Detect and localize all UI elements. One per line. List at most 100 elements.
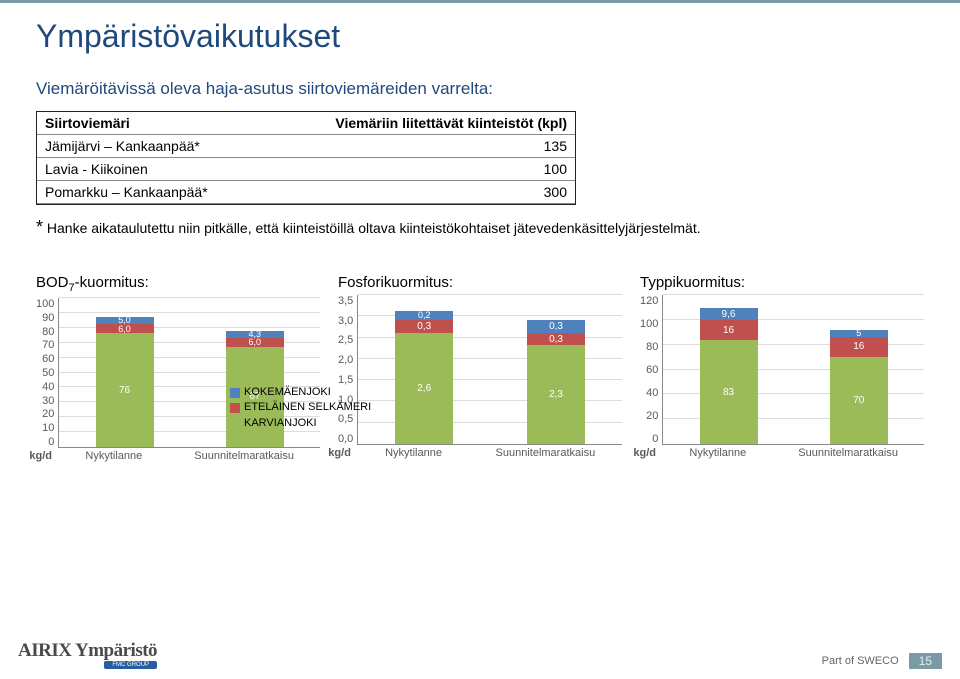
y-tick-label: 90	[36, 312, 54, 324]
y-tick-label: 0,0	[338, 433, 353, 445]
unit-label: kg/d	[328, 447, 351, 459]
x-tick-label: Nykytilanne	[385, 447, 442, 459]
x-labels: Nykytilanne Suunnitelmaratkaisu	[358, 447, 622, 459]
y-tick-label: 100	[36, 298, 54, 310]
bar-segment: 0,2	[395, 311, 453, 320]
x-tick-label: Suunnitelmaratkaisu	[798, 447, 898, 459]
plot-area: 83169,670165kg/dNykytilanneSuunnitelmara…	[662, 295, 924, 445]
y-tick-label: 30	[36, 395, 54, 407]
unit-label: kg/d	[29, 450, 52, 462]
y-tick-label: 60	[640, 364, 658, 376]
bar-column: 2,60,30,2	[366, 311, 482, 444]
legend-label: KARVIANJOKI	[244, 416, 317, 431]
legend-color-box	[230, 388, 240, 398]
bar-segment: 5,0	[96, 317, 154, 325]
content: Ympäristövaikutukset Viemäröitävissä ole…	[0, 0, 960, 468]
bar-column: 766,05,0	[67, 317, 182, 448]
bar-segment: 76	[96, 333, 154, 447]
table-cell-label: Lavia - Kiikoinen	[37, 158, 263, 181]
legend-item: ETELÄINEN SELKÄMERI	[230, 400, 371, 415]
footnote-text: Hanke aikataulutettu niin pitkälle, että…	[43, 220, 701, 236]
bar-segment: 9,6	[700, 308, 758, 320]
bar-segment: 0,3	[527, 333, 585, 346]
page-title: Ympäristövaikutukset	[36, 18, 924, 55]
y-tick-label: 100	[640, 318, 658, 330]
y-tick-label: 10	[36, 422, 54, 434]
y-axis: 020406080100120	[640, 295, 662, 445]
chart-title: Typpikuormitus:	[640, 274, 924, 291]
bar-segment: 6,0	[96, 324, 154, 333]
table-row: Jämijärvi – Kankaanpää*135	[37, 135, 575, 158]
y-tick-label: 20	[640, 410, 658, 422]
y-tick-label: 0	[640, 433, 658, 445]
bar-column: 2,30,30,3	[498, 320, 614, 444]
legend-label: ETELÄINEN SELKÄMERI	[244, 400, 371, 415]
subtitle: Viemäröitävissä oleva haja-asutus siirto…	[36, 79, 924, 99]
legend-label: KOKEMÄENJOKI	[244, 385, 331, 400]
y-axis: 0102030405060708090100	[36, 298, 58, 448]
bar-segment: 2,3	[527, 345, 585, 444]
x-labels: Nykytilanne Suunnitelmaratkaisu	[663, 447, 924, 459]
bar-segment: 5	[830, 330, 888, 336]
table-header-col1: Siirtoviemäri	[37, 112, 263, 135]
part-of-sweco: Part of SWECO	[822, 655, 899, 667]
y-tick-label: 40	[640, 387, 658, 399]
charts-row: BOD7-kuormitus:0102030405060708090100766…	[36, 274, 924, 468]
y-tick-label: 20	[36, 408, 54, 420]
bar-segment: 83	[700, 340, 758, 444]
bar-segment: 0,3	[395, 320, 453, 333]
chart-legend: KOKEMÄENJOKIETELÄINEN SELKÄMERIKARVIANJO…	[230, 385, 371, 431]
y-tick-label: 80	[36, 326, 54, 338]
x-tick-label: Suunnitelmaratkaisu	[194, 450, 294, 462]
bar-segment: 0,3	[527, 320, 585, 333]
y-tick-label: 120	[640, 295, 658, 307]
y-tick-label: 0	[36, 436, 54, 448]
bars-container: 2,60,30,22,30,30,3	[358, 295, 622, 444]
chart-area: 02040608010012083169,670165kg/dNykytilan…	[640, 295, 924, 465]
chart-block: BOD7-kuormitus:0102030405060708090100766…	[36, 274, 320, 468]
bar-segment: 2,6	[395, 333, 453, 444]
y-tick-label: 2,5	[338, 334, 353, 346]
top-border	[0, 0, 960, 3]
x-tick-label: Suunnitelmaratkaisu	[496, 447, 596, 459]
chart-area: 0,00,51,01,52,02,53,03,52,60,30,22,30,30…	[338, 295, 622, 465]
chart-title: Fosforikuormitus:	[338, 274, 622, 291]
legend-item: KOKEMÄENJOKI	[230, 385, 371, 400]
y-tick-label: 40	[36, 381, 54, 393]
table-row: Lavia - Kiikoinen100	[37, 158, 575, 181]
plot-area: 2,60,30,22,30,30,3kg/dNykytilanneSuunnit…	[357, 295, 622, 445]
y-tick-label: 60	[36, 353, 54, 365]
y-tick-label: 2,0	[338, 354, 353, 366]
legend-color-box	[230, 403, 240, 413]
table-cell-value: 135	[263, 135, 576, 158]
y-tick-label: 50	[36, 367, 54, 379]
bar-segment: 16	[830, 337, 888, 357]
table-cell-label: Jämijärvi – Kankaanpää*	[37, 135, 263, 158]
footnote: * Hanke aikataulutettu niin pitkälle, et…	[36, 217, 924, 238]
bar-segment: 4,3	[226, 331, 284, 337]
chart-area: 0102030405060708090100766,05,0676,04,3kg…	[36, 298, 320, 468]
x-tick-label: Nykytilanne	[689, 447, 746, 459]
chart-block: Typpikuormitus:02040608010012083169,6701…	[640, 274, 924, 465]
footer: AIRIX Ympäristö FMC GROUP Part of SWECO …	[0, 640, 960, 669]
y-tick-label: 3,0	[338, 315, 353, 327]
legend-item: KARVIANJOKI	[230, 416, 371, 431]
chart-title: BOD7-kuormitus:	[36, 274, 320, 294]
page-number: 15	[909, 653, 942, 669]
logo-text: AIRIX Ympäristö	[18, 640, 157, 662]
bar-segment: 16	[700, 320, 758, 340]
x-labels: Nykytilanne Suunnitelmaratkaisu	[59, 450, 320, 462]
y-tick-label: 70	[36, 339, 54, 351]
table-header-col2: Viemäriin liitettävät kiinteistöt (kpl)	[263, 112, 576, 135]
x-tick-label: Nykytilanne	[85, 450, 142, 462]
fmc-badge: FMC GROUP	[104, 661, 157, 669]
bar-column: 83169,6	[671, 308, 786, 444]
table-cell-label: Pomarkku – Kankaanpää*	[37, 181, 263, 204]
data-table: Siirtoviemäri Viemäriin liitettävät kiin…	[36, 111, 576, 205]
table-cell-value: 300	[263, 181, 576, 204]
bar-column: 70165	[801, 330, 916, 444]
legend-color-box	[230, 418, 240, 428]
table-row: Pomarkku – Kankaanpää*300	[37, 181, 575, 204]
bars-container: 83169,670165	[663, 295, 924, 444]
chart-block: Fosforikuormitus:0,00,51,01,52,02,53,03,…	[338, 274, 622, 465]
